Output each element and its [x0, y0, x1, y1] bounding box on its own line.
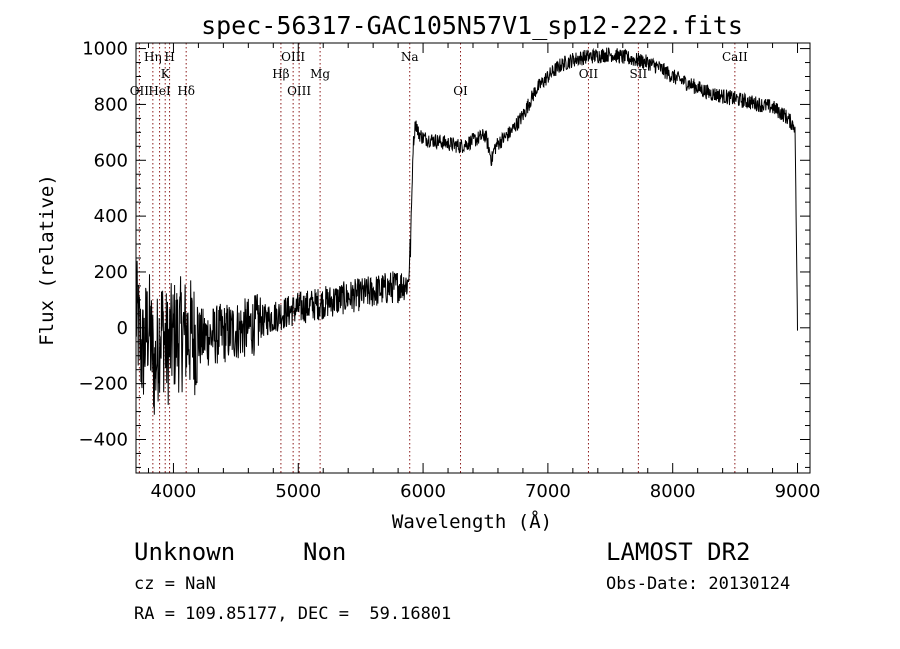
emission-line-label: CaII: [722, 50, 748, 64]
x-tick-label: 6000: [400, 481, 446, 502]
emission-line-label: K: [161, 67, 171, 81]
x-tick-label: 7000: [525, 481, 571, 502]
survey-name: LAMOST DR2: [606, 538, 751, 566]
chart-title: spec-56317-GAC105N57V1_sp12-222.fits: [201, 11, 743, 40]
emission-line-label: SII: [630, 67, 648, 81]
observation-date: Obs-Date: 20130124: [606, 574, 791, 594]
emission-line-label: HeI: [148, 84, 171, 98]
spectrum-series-line: [135, 47, 798, 415]
y-tick-label: 600: [94, 150, 128, 171]
emission-line-label: OI: [453, 84, 468, 98]
emission-line-label: Hβ: [272, 67, 289, 81]
y-tick-label: −200: [79, 374, 128, 395]
y-tick-label: −400: [79, 429, 128, 450]
emission-line-label: Hδ: [177, 84, 195, 98]
x-tick-label: 4000: [151, 481, 197, 502]
y-tick-label: 200: [94, 262, 128, 283]
emission-line-label: OIII: [287, 84, 311, 98]
x-tick-label: 5000: [275, 481, 321, 502]
emission-line-markers: OII Hη HeI KH Hδ Hβ OIII OIII Mg Na OI OII SII CaII: [130, 43, 748, 473]
x-axis-label: Wavelength (Å): [392, 510, 552, 533]
y-tick-label: 1000: [82, 39, 128, 60]
coordinates-text: RA = 109.85177, DEC = 59.16801: [134, 604, 452, 624]
emission-line-label: Hη: [144, 50, 162, 64]
emission-line-label: OII: [579, 67, 599, 81]
object-class: Unknown: [134, 538, 236, 566]
emission-line-label: OIII: [281, 50, 305, 64]
x-tick-label: 9000: [775, 481, 821, 502]
emission-line-label: Na: [401, 50, 419, 64]
object-subclass: Non: [303, 538, 347, 566]
y-tick-label: 0: [117, 318, 128, 339]
axis-ticks: 4000 5000 6000 7000 8000 9000 −400 −200 0 200 400 6…: [79, 39, 821, 502]
y-axis-label: Flux (relative): [36, 174, 58, 346]
plot-frame: [135, 42, 811, 474]
x-tick-label: 8000: [650, 481, 696, 502]
y-tick-label: 400: [94, 206, 128, 227]
emission-line-label: H: [164, 50, 174, 64]
y-tick-label: 800: [94, 94, 128, 115]
emission-line-label: Mg: [310, 67, 330, 81]
redshift-text: cz = NaN: [134, 574, 216, 594]
emission-line-label: OII: [130, 84, 150, 98]
